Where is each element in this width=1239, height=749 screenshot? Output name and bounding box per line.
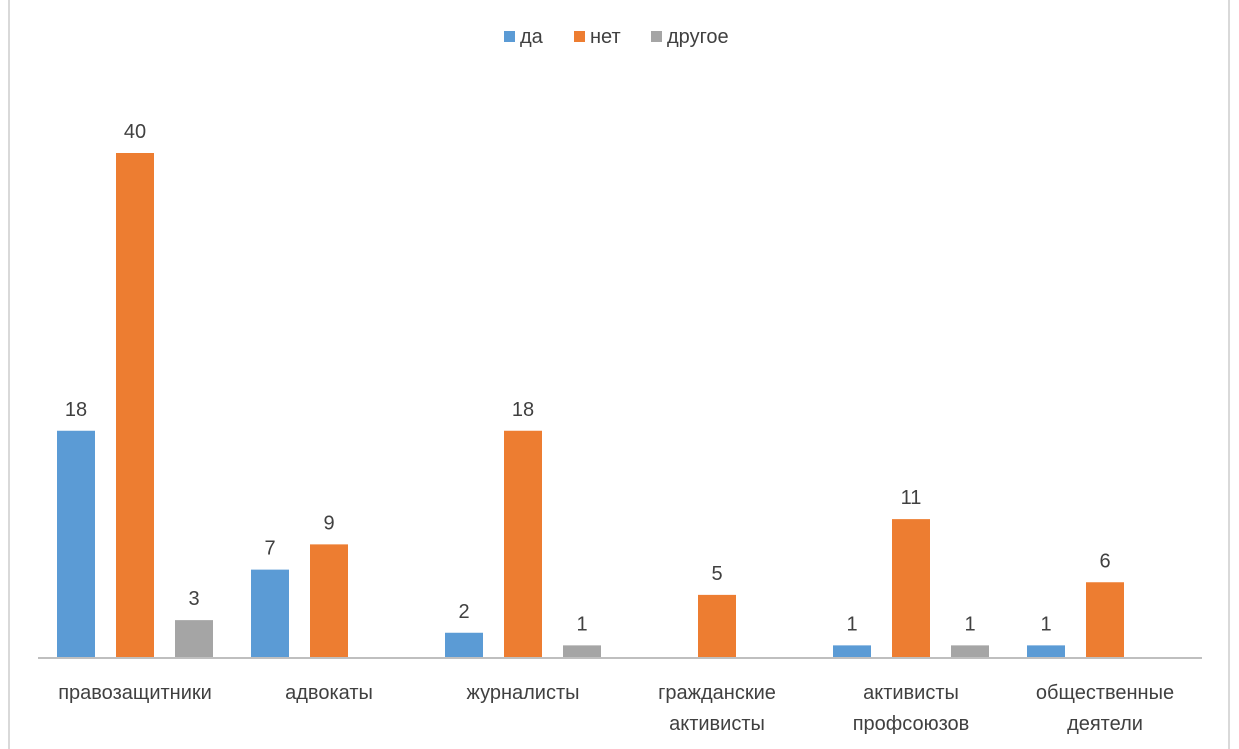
bar-да-2 xyxy=(445,632,483,658)
x-tick-label-3-0: гражданские xyxy=(658,682,776,704)
legend: да нет другое xyxy=(504,26,729,48)
legend-swatch-другое xyxy=(651,31,662,42)
bar-другое-0 xyxy=(175,620,213,658)
bar-нет-5 xyxy=(1086,582,1124,658)
data-label-другое-2: 1 xyxy=(576,613,587,635)
data-label-нет-1: 9 xyxy=(323,512,334,534)
legend-label-нет: нет xyxy=(590,26,621,48)
x-tick-label-2-0: журналисты xyxy=(466,682,579,704)
data-label-да-5: 1 xyxy=(1040,613,1051,635)
x-tick-label-4-1: профсоюзов xyxy=(853,713,970,735)
data-label-да-2: 2 xyxy=(458,601,469,623)
legend-item-да: да xyxy=(504,26,544,48)
bar-другое-4 xyxy=(951,645,989,658)
legend-swatch-нет xyxy=(574,31,585,42)
data-label-да-0: 18 xyxy=(65,399,87,421)
bar-нет-1 xyxy=(310,544,348,658)
legend-label-другое: другое xyxy=(667,26,729,48)
legend-item-другое: другое xyxy=(651,26,729,48)
bar-нет-3 xyxy=(698,594,736,658)
x-tick-label-4-0: активисты xyxy=(863,682,959,704)
x-tick-label-5-1: деятели xyxy=(1067,713,1143,735)
x-tick-label-1-0: адвокаты xyxy=(285,682,373,704)
legend-swatch-да xyxy=(504,31,515,42)
data-label-да-1: 7 xyxy=(264,538,275,560)
x-tick-label-0-0: правозащитники xyxy=(58,682,212,704)
data-label-нет-2: 18 xyxy=(512,399,534,421)
x-tick-labels: правозащитники адвокаты журналисты гражданс… xyxy=(58,682,1174,735)
data-label-нет-5: 6 xyxy=(1099,550,1110,572)
data-label-другое-4: 1 xyxy=(964,613,975,635)
bar-да-4 xyxy=(833,645,871,658)
x-tick-label-5-0: общественные xyxy=(1036,682,1174,704)
bar-да-0 xyxy=(57,430,95,658)
bar-другое-2 xyxy=(563,645,601,658)
bar-да-5 xyxy=(1027,645,1065,658)
bar-да-1 xyxy=(251,569,289,658)
data-label-нет-0: 40 xyxy=(124,121,146,143)
bar-нет-4 xyxy=(892,519,930,658)
x-tick-label-3-1: активисты xyxy=(669,713,765,735)
bar-нет-0 xyxy=(116,153,154,658)
legend-item-нет: нет xyxy=(574,26,621,48)
data-label-нет-4: 11 xyxy=(901,487,922,509)
legend-label-да: да xyxy=(520,26,544,48)
bar-нет-2 xyxy=(504,430,542,658)
data-label-другое-0: 3 xyxy=(188,588,199,610)
data-label-нет-3: 5 xyxy=(711,563,722,585)
bars xyxy=(57,153,1124,658)
data-label-да-4: 1 xyxy=(846,613,857,635)
chart-frame xyxy=(8,0,1230,749)
